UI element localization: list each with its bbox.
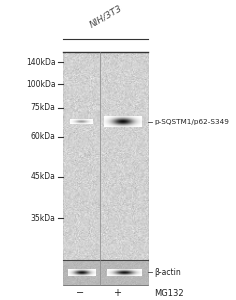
Text: 60kDa: 60kDa xyxy=(31,132,55,141)
Text: 75kDa: 75kDa xyxy=(31,103,55,112)
Bar xyxy=(63,260,148,285)
Text: 140kDa: 140kDa xyxy=(26,58,55,67)
Text: 100kDa: 100kDa xyxy=(26,80,55,89)
Text: β-actin: β-actin xyxy=(154,268,181,277)
Text: +: + xyxy=(113,288,121,298)
Text: 35kDa: 35kDa xyxy=(31,214,55,223)
Text: NIH/3T3: NIH/3T3 xyxy=(88,3,123,29)
Text: p-SQSTM1/p62-S349: p-SQSTM1/p62-S349 xyxy=(154,118,229,124)
Text: MG132: MG132 xyxy=(154,289,184,298)
Bar xyxy=(63,52,148,260)
Text: 45kDa: 45kDa xyxy=(31,172,55,182)
Text: −: − xyxy=(76,288,84,298)
